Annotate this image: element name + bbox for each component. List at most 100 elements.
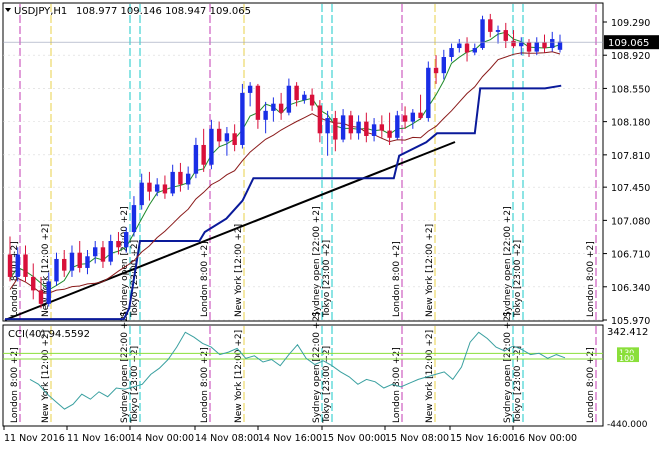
candle-body xyxy=(302,94,307,101)
current-price-box xyxy=(604,35,659,50)
time-label: 15 Nov 00:00 xyxy=(322,433,386,444)
candle-body xyxy=(193,144,199,174)
candle-body xyxy=(201,144,206,165)
candle xyxy=(557,34,563,53)
dropdown-arrow-icon[interactable] xyxy=(5,8,11,12)
candle-body xyxy=(93,247,98,257)
candle xyxy=(418,94,423,120)
candle xyxy=(224,127,230,156)
price-axis: 109.290 108.920 108.550 108.180 107.810 107.4… xyxy=(3,18,659,327)
candle xyxy=(100,241,106,268)
candle xyxy=(294,82,299,107)
candle-body xyxy=(62,258,67,271)
candle-body xyxy=(542,42,547,49)
candle-body xyxy=(240,92,245,145)
cci-level-label: 130 xyxy=(619,348,634,357)
candle-body xyxy=(108,241,113,262)
candle xyxy=(139,173,144,210)
candle xyxy=(31,263,36,300)
candle-body xyxy=(449,48,454,58)
candle-body xyxy=(69,252,75,271)
price-tick-label: 105.970 xyxy=(611,316,650,327)
candle xyxy=(185,166,191,190)
session-label: New York [12:00 +2] xyxy=(234,224,244,317)
candle-body xyxy=(317,105,323,134)
candle xyxy=(154,178,160,197)
candle-body xyxy=(410,112,416,122)
candle-body xyxy=(519,42,524,47)
candle-body xyxy=(402,115,408,122)
candle xyxy=(348,110,354,140)
candle xyxy=(46,272,51,307)
candle xyxy=(325,110,330,156)
candle-body xyxy=(23,254,28,277)
candle xyxy=(147,171,152,201)
candle-body xyxy=(418,112,423,119)
candle-body xyxy=(7,254,13,277)
candle xyxy=(15,247,20,282)
session-label: Tokyo [23:00 +2] xyxy=(130,346,140,424)
candle-body xyxy=(364,121,369,136)
candle xyxy=(379,115,385,138)
candle-body xyxy=(116,241,121,248)
session-label: Tokyo [23:00 +2] xyxy=(513,240,523,318)
candle-body xyxy=(534,42,539,52)
candle xyxy=(255,83,261,129)
price-tick-label: 106.340 xyxy=(611,283,650,294)
candle xyxy=(534,37,539,56)
candle-body xyxy=(85,256,90,268)
session-label: New York [12:00 +2] xyxy=(41,224,51,317)
candle xyxy=(247,82,253,107)
candle-body xyxy=(185,173,191,185)
candle-body xyxy=(557,41,563,50)
session-label: London 8:00 +2] xyxy=(10,241,20,317)
candle xyxy=(472,43,477,56)
cci-scale-top: 342.412 xyxy=(607,327,648,338)
session-label: London 8:00 +2] xyxy=(200,347,210,423)
candle xyxy=(333,110,338,152)
session-label: Tokyo [23:00 +2] xyxy=(322,240,332,318)
candle-body xyxy=(356,121,361,134)
candle xyxy=(449,43,454,62)
candle xyxy=(93,241,98,264)
candle-body xyxy=(526,42,532,52)
time-label: 15 Nov 08:00 xyxy=(385,433,449,444)
candle-body xyxy=(247,85,253,93)
candle-body xyxy=(15,254,20,277)
time-label: 14 Nov 16:00 xyxy=(258,433,322,444)
candle-body xyxy=(348,115,354,134)
session-label: New York [12:00 +2] xyxy=(41,330,51,423)
candle xyxy=(108,234,113,266)
candle-body xyxy=(441,57,447,74)
session-label: Tokyo [23:00 +2] xyxy=(513,346,523,424)
candle xyxy=(542,34,547,53)
price-tick-label: 107.080 xyxy=(611,216,650,227)
cci-level-box xyxy=(617,347,639,357)
candle xyxy=(410,109,416,129)
session-label: London 8:00 +2] xyxy=(10,347,20,423)
session-label: New York [12:00 +2] xyxy=(425,224,435,317)
candle xyxy=(271,97,276,122)
session-label: London 8:00 +2] xyxy=(392,241,402,317)
candle-body xyxy=(139,182,144,206)
candle-body xyxy=(131,205,137,233)
trendline[interactable] xyxy=(4,141,456,321)
price-tick-label: 108.550 xyxy=(611,84,650,95)
candle-body xyxy=(480,19,485,49)
candle-body xyxy=(255,85,261,120)
session-lines xyxy=(19,4,597,425)
candle xyxy=(480,15,485,50)
candle xyxy=(495,25,501,44)
candle xyxy=(519,37,524,56)
cci-panel[interactable] xyxy=(2,324,604,427)
candle xyxy=(286,78,292,116)
price-panel[interactable] xyxy=(2,2,604,322)
candle xyxy=(77,241,82,273)
ohlc-readout: 108.977 109.146 108.947 109.065 xyxy=(76,6,251,17)
candle-body xyxy=(216,128,222,142)
time-label: 14 Nov 08:00 xyxy=(195,433,259,444)
candle-body xyxy=(232,133,237,145)
